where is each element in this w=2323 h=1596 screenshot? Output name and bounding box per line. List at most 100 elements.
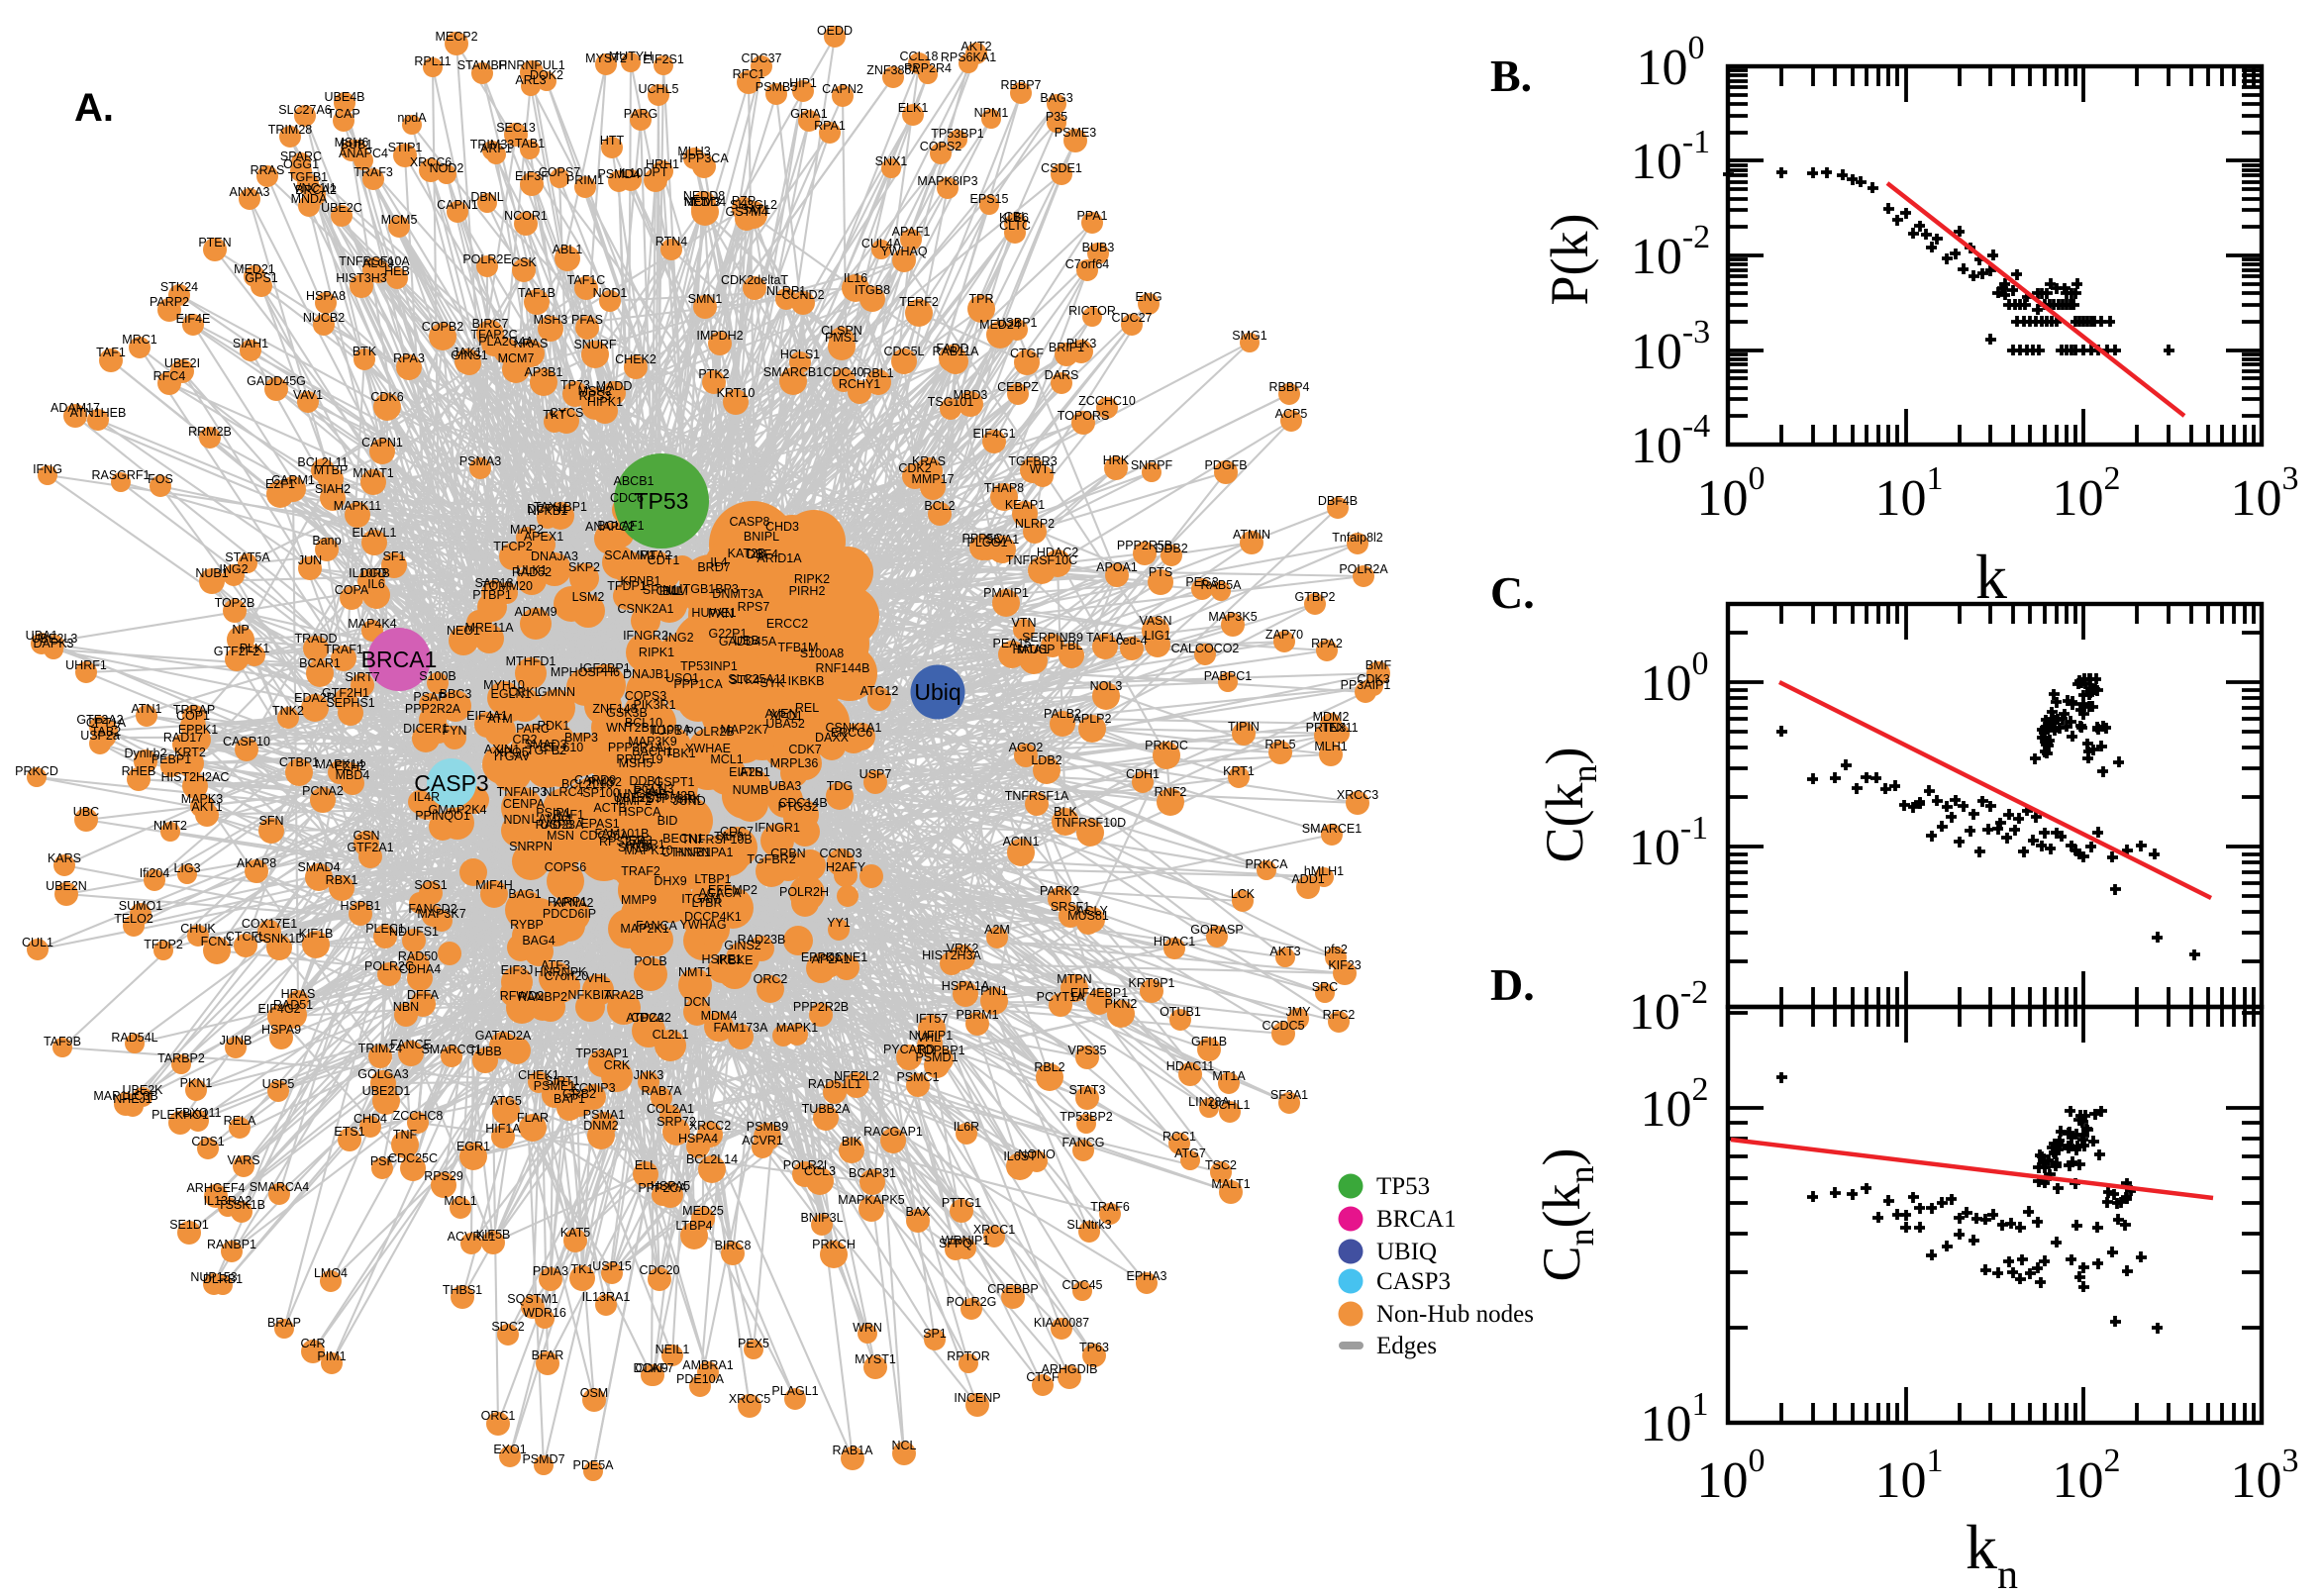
svg-text:C(kn): C(kn) [1535, 748, 1604, 863]
svg-text:LCK: LCK [1231, 887, 1256, 901]
svg-text:PSMD1: PSMD1 [915, 1050, 958, 1064]
svg-text:AXIN1: AXIN1 [484, 743, 520, 756]
svg-text:D.: D. [1490, 959, 1535, 1010]
svg-text:HEB: HEB [384, 264, 410, 278]
svg-text:BTK: BTK [353, 345, 377, 358]
svg-text:TAF1B: TAF1B [518, 286, 556, 300]
svg-text:PTS: PTS [1149, 565, 1172, 579]
svg-text:UCHL5: UCHL5 [639, 82, 679, 96]
svg-text:G22P1: G22P1 [709, 627, 748, 641]
svg-text:TUBB2A: TUBB2A [802, 1102, 851, 1116]
svg-text:AP3B1: AP3B1 [525, 365, 563, 379]
svg-text:EIF4A1: EIF4A1 [466, 709, 508, 723]
svg-text:PLA2G4A: PLA2G4A [478, 335, 534, 349]
svg-text:SNRPN: SNRPN [509, 840, 553, 853]
svg-text:TFDP2: TFDP2 [144, 938, 183, 951]
svg-text:BRCA1: BRCA1 [1376, 1206, 1457, 1233]
svg-text:UBE2C: UBE2C [321, 201, 362, 215]
svg-text:POLR2H: POLR2H [779, 885, 829, 899]
svg-text:P35: P35 [1046, 110, 1067, 124]
svg-text:USP5: USP5 [262, 1077, 295, 1091]
svg-text:CDK6: CDK6 [370, 390, 403, 404]
svg-text:SNRPF: SNRPF [1131, 458, 1173, 472]
svg-text:FOS: FOS [148, 472, 173, 486]
svg-text:DICER1: DICER1 [403, 722, 449, 736]
svg-text:LIG1: LIG1 [1144, 629, 1170, 643]
svg-text:WRNIP1: WRNIP1 [942, 1234, 990, 1247]
svg-text:CASP8: CASP8 [730, 515, 770, 529]
svg-text:SIAH1: SIAH1 [233, 337, 268, 350]
svg-text:GORASP: GORASP [1190, 923, 1244, 937]
svg-text:ETS1: ETS1 [334, 1125, 364, 1139]
svg-text:NFKBIA: NFKBIA [567, 988, 613, 1002]
svg-text:MALT1: MALT1 [1211, 1177, 1250, 1191]
svg-text:GTF2F2: GTF2F2 [214, 645, 260, 658]
svg-text:INCENP: INCENP [954, 1391, 1000, 1405]
svg-text:GTF2A1: GTF2A1 [347, 841, 393, 854]
svg-text:XRCC3: XRCC3 [1337, 788, 1378, 802]
svg-text:HSPE1: HSPE1 [702, 952, 743, 966]
svg-text:KIF23: KIF23 [1328, 958, 1361, 972]
svg-text:PIRH2: PIRH2 [789, 584, 826, 598]
svg-text:FBXO11: FBXO11 [174, 1106, 221, 1120]
svg-text:RAB11A: RAB11A [932, 345, 979, 358]
svg-text:CUL1: CUL1 [22, 936, 53, 949]
svg-text:PDIA3: PDIA3 [533, 1264, 568, 1278]
svg-text:PPP2R2B: PPP2R2B [793, 1000, 849, 1014]
svg-text:FAM173A: FAM173A [714, 1021, 769, 1035]
svg-text:CL2L1: CL2L1 [653, 1028, 689, 1042]
svg-text:FLAR: FLAR [517, 1111, 549, 1125]
svg-text:YY1: YY1 [827, 916, 851, 930]
svg-text:NMT1: NMT1 [678, 965, 712, 979]
svg-text:RPS7: RPS7 [738, 600, 770, 614]
svg-text:IL6R: IL6R [954, 1120, 979, 1134]
svg-text:BRAP: BRAP [267, 1316, 301, 1330]
svg-text:TOPORS: TOPORS [1058, 409, 1110, 423]
svg-text:UBE2N: UBE2N [46, 879, 87, 893]
svg-text:BACH1: BACH1 [632, 745, 673, 758]
svg-text:ATN1: ATN1 [131, 702, 161, 716]
svg-text:MAP2K7: MAP2K7 [720, 723, 768, 737]
svg-text:LIG3: LIG3 [173, 861, 200, 875]
svg-text:BUB1: BUB1 [341, 138, 373, 151]
svg-text:BLK: BLK [1054, 805, 1077, 819]
svg-text:PPP2R2A: PPP2R2A [405, 702, 461, 716]
svg-text:NBN: NBN [393, 1000, 419, 1014]
svg-text:PIN1: PIN1 [980, 984, 1008, 998]
svg-text:VTN: VTN [1012, 616, 1037, 630]
svg-text:RTN4: RTN4 [656, 235, 687, 249]
svg-text:PSMC1: PSMC1 [896, 1070, 939, 1084]
svg-text:RAD17: RAD17 [163, 731, 203, 745]
svg-text:CDC40: CDC40 [824, 365, 864, 379]
svg-text:MYST1: MYST1 [855, 1352, 896, 1366]
svg-text:MMP9: MMP9 [621, 893, 656, 907]
svg-text:RNF2: RNF2 [1155, 785, 1187, 799]
svg-text:COPS6: COPS6 [545, 860, 586, 874]
svg-text:TNFRSF1A: TNFRSF1A [1005, 789, 1069, 803]
svg-text:RFC2: RFC2 [1323, 1008, 1356, 1022]
svg-text:A.: A. [74, 86, 114, 130]
svg-text:BMP3: BMP3 [564, 731, 598, 745]
svg-text:RHEB: RHEB [122, 764, 156, 778]
svg-text:ELAVL1: ELAVL1 [353, 526, 397, 540]
svg-text:RELA: RELA [224, 1114, 256, 1128]
svg-text:AKAP8: AKAP8 [237, 856, 276, 870]
svg-text:IFNGR1: IFNGR1 [755, 821, 800, 835]
svg-text:MED21: MED21 [234, 262, 275, 276]
svg-text:COPA: COPA [335, 583, 369, 597]
svg-text:PSMB9: PSMB9 [747, 1120, 788, 1134]
svg-text:GMNN: GMNN [538, 685, 575, 699]
svg-text:MIF4H: MIF4H [475, 878, 513, 892]
svg-text:SNX1: SNX1 [875, 154, 908, 168]
svg-text:UBIQ: UBIQ [1376, 1239, 1437, 1265]
svg-text:TELO2: TELO2 [114, 912, 153, 926]
svg-text:HIF1A: HIF1A [485, 1122, 521, 1136]
svg-text:Dynlrb2: Dynlrb2 [124, 747, 166, 760]
svg-text:CRK: CRK [604, 1058, 631, 1072]
svg-text:ATG7: ATG7 [1174, 1147, 1206, 1160]
svg-text:CSNK2A1: CSNK2A1 [618, 602, 674, 616]
svg-text:PIM1: PIM1 [317, 1349, 346, 1363]
svg-text:TRAF3: TRAF3 [354, 165, 393, 179]
svg-text:UBE2D1: UBE2D1 [362, 1084, 411, 1098]
svg-text:NEIL1: NEIL1 [656, 1343, 690, 1356]
